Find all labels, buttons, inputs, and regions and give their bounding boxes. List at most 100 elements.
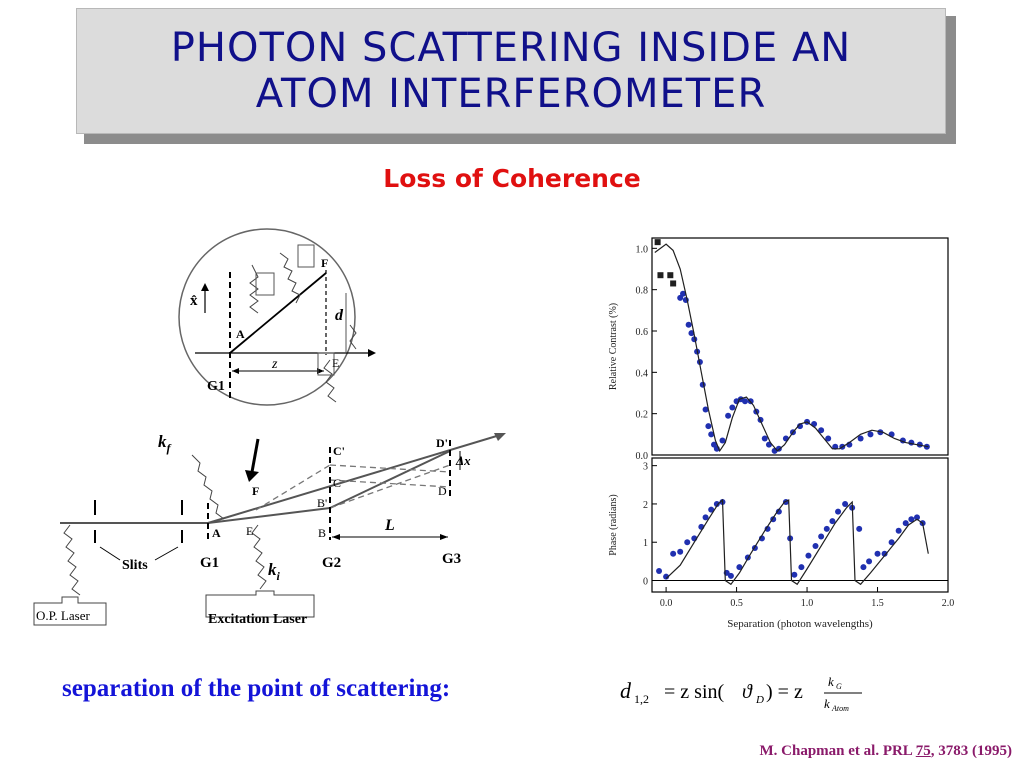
citation-volume: 75 (915, 743, 931, 759)
phase-data-point (791, 571, 798, 578)
title-line-1: PHOTON SCATTERING INSIDE AN (170, 25, 852, 71)
main-A-label: A (212, 526, 221, 540)
zoom-inset: x̂ A F E d z G1 (178, 228, 376, 406)
contrast-data-point (797, 423, 803, 430)
inset-d-label: d (335, 307, 344, 324)
citation-prefix: M. Chapman et al. PRL (759, 743, 916, 759)
contrast-data-point (654, 239, 661, 246)
phase-data-point (908, 516, 915, 523)
phase-y-tick-label: 2 (643, 500, 648, 511)
inset-x-hat-label: x̂ (190, 293, 198, 309)
phase-y-tick-label: 1 (643, 538, 648, 549)
phase-data-point (823, 525, 830, 532)
formula-d: d (620, 678, 632, 703)
formula-eq2: ) = z (766, 681, 803, 703)
D-prime-label: D' (436, 436, 448, 450)
phase-data-point (860, 564, 867, 571)
contrast-data-point (725, 412, 732, 419)
citation: M. Chapman et al. PRL 75, 3783 (1995) (759, 743, 1012, 760)
inset-z-label: z (271, 357, 278, 372)
contrast-data-point (825, 435, 832, 442)
G1-main-label: G1 (200, 555, 219, 571)
contrast-fit-curve (654, 243, 929, 453)
inset-G1-label: G1 (207, 379, 225, 394)
contrast-data-point (761, 435, 768, 442)
D-label: D (438, 484, 447, 498)
phase-data-point (895, 527, 902, 534)
phase-data-point (842, 500, 849, 507)
inset-E-label: E (332, 356, 339, 370)
contrast-y-tick-label: 0.0 (636, 451, 649, 462)
phase-x-tick-label: 0.5 (730, 598, 743, 609)
formula-eq1: = z sin( (664, 681, 724, 703)
formula-theta-sub: D (755, 694, 764, 706)
contrast-data-point (657, 272, 664, 279)
inset-F-label: F (321, 256, 328, 270)
phase-data-point (656, 567, 663, 574)
L-label: L (384, 517, 395, 534)
contrast-frame (651, 237, 949, 456)
phase-x-tick-label: 1.5 (871, 598, 884, 609)
title-line-2: ATOM INTERFEROMETER (255, 71, 767, 117)
formula-num-sub: G (836, 682, 842, 691)
slits-label: Slits (122, 558, 148, 573)
phase-data-point (775, 508, 782, 515)
phase-data-point (670, 550, 677, 557)
kf-label: kf (158, 432, 172, 455)
phase-data-point (713, 500, 720, 507)
phase-y-tick-label: 0 (643, 577, 648, 588)
delta-x-label: Δx (455, 453, 471, 468)
phase-data-point (835, 508, 842, 515)
formula-d-sub: 1,2 (634, 692, 649, 706)
B-label: B (318, 526, 326, 540)
formula-theta: ϑ (742, 681, 753, 703)
contrast-data-point (702, 406, 709, 413)
C-label: C (333, 476, 341, 490)
inset-A-label: A (236, 327, 245, 341)
phase-data-point (829, 518, 836, 525)
contrast-data-point (857, 435, 864, 442)
contrast-data-point (719, 437, 726, 444)
phase-data-point (663, 573, 670, 580)
citation-suffix: , 3783 (1995) (930, 743, 1012, 759)
contrast-data-point (667, 272, 674, 279)
contrast-data-point (708, 431, 715, 438)
contrast-y-tick-label: 0.2 (636, 410, 649, 421)
G2-label: G2 (322, 555, 341, 571)
phase-data-point (874, 550, 881, 557)
C-prime-label: C' (333, 444, 345, 458)
phase-data-point (736, 564, 743, 571)
phase-data-point (805, 552, 812, 559)
formula-den: k (824, 696, 830, 711)
ki-label: ki (268, 560, 281, 583)
phase-x-axis-label: Separation (photon wavelengths) (727, 618, 873, 630)
separation-caption: separation of the point of scattering: (62, 675, 451, 702)
phase-data-point (798, 564, 805, 571)
contrast-data-point (867, 431, 874, 438)
phase-data-point (702, 514, 709, 521)
phase-data-point (684, 539, 691, 546)
contrast-panel: 1.0 0.8 0.6 0.4 0.2 0.0 Relative Contrast (%) (608, 237, 949, 462)
phase-data-point (856, 525, 863, 532)
phase-x-tick-label: 0.0 (660, 598, 673, 609)
contrast-data-point (685, 321, 692, 328)
formula-num: k (828, 674, 834, 689)
main-F-label: F (252, 484, 259, 498)
phase-data-point (866, 558, 873, 565)
contrast-data-point (742, 398, 749, 405)
separation-formula: d 1,2 = z sin( ϑ D ) = z k G k Atom (620, 674, 862, 713)
phase-data-point (727, 572, 734, 579)
phase-data-point (902, 520, 909, 527)
phase-y-axis-label: Phase (radians) (608, 494, 619, 555)
phase-x-tick-label: 2.0 (942, 598, 955, 609)
phase-data-point (818, 533, 825, 540)
title-box: PHOTON SCATTERING INSIDE AN ATOM INTERFE… (76, 8, 946, 134)
phase-data-point (881, 550, 888, 557)
subtitle: Loss of Coherence (383, 164, 641, 193)
phase-data-point (812, 543, 819, 550)
contrast-data-point (818, 427, 825, 434)
contrast-y-tick-label: 0.8 (636, 286, 649, 297)
phase-x-tick-label: 1.0 (801, 598, 814, 609)
contrast-data-point (680, 290, 687, 297)
